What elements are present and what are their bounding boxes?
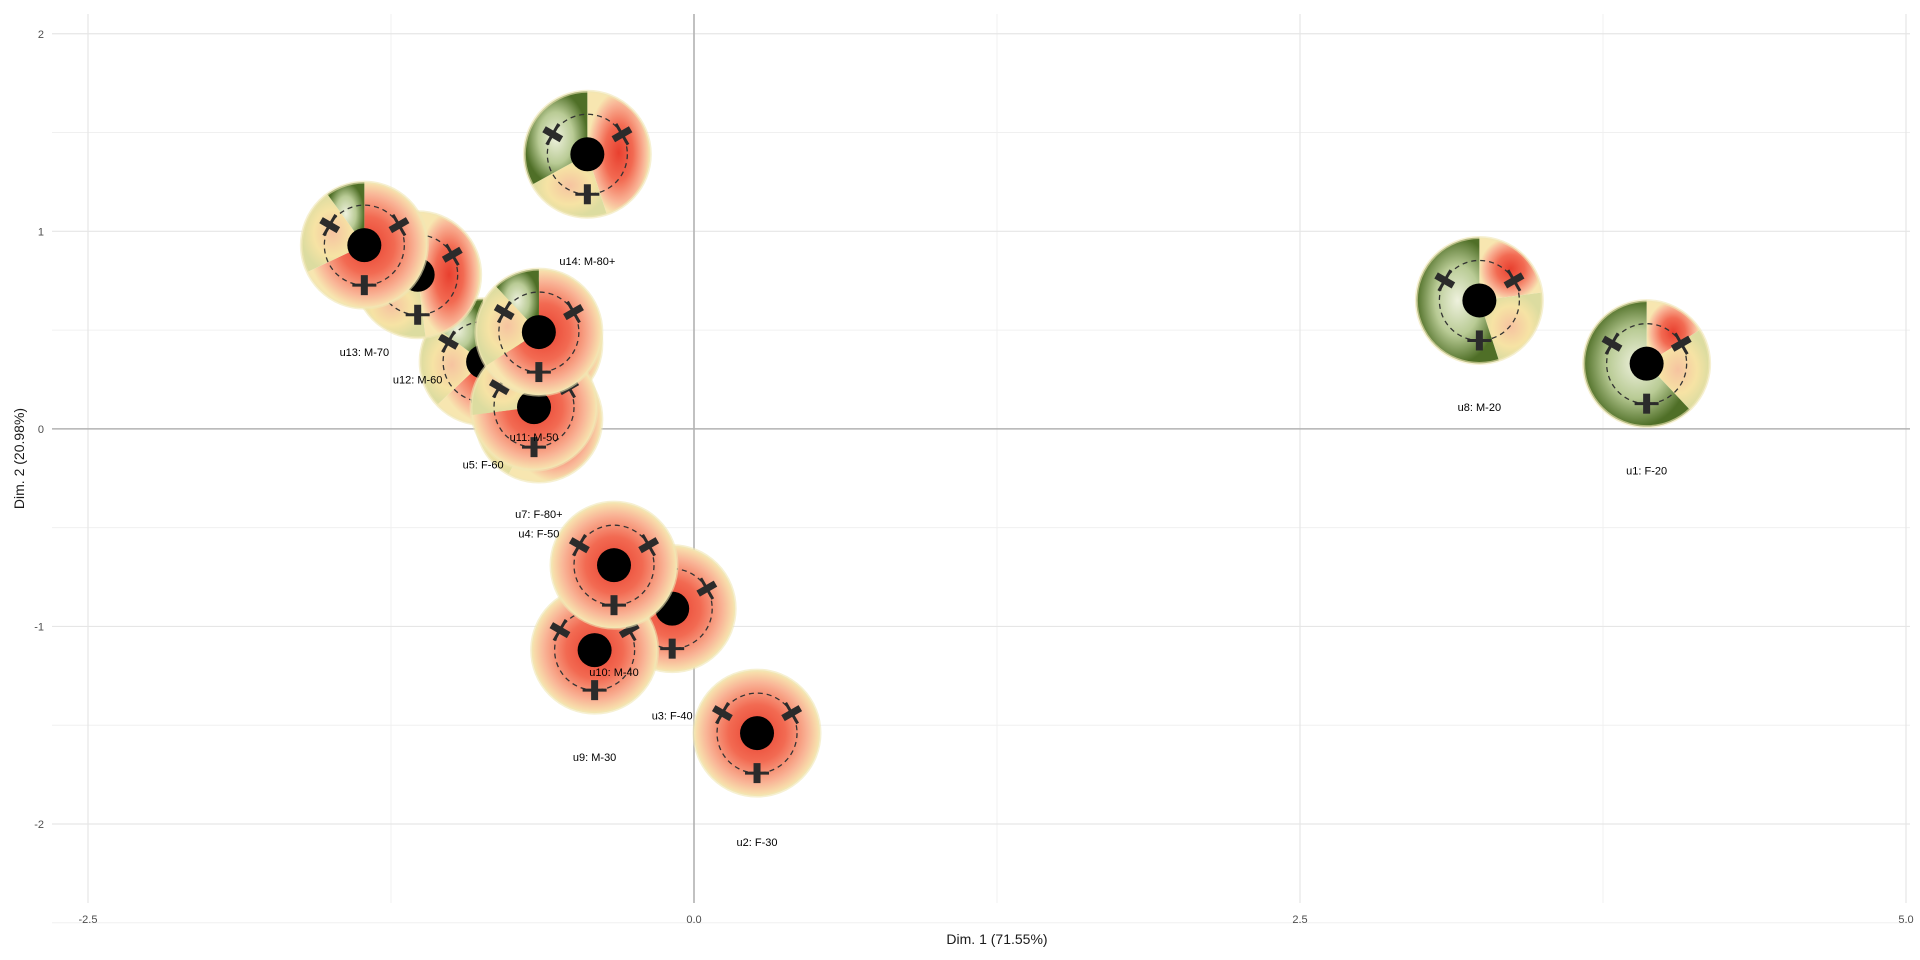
point-label: u4: F-50 — [518, 529, 559, 541]
glyph-bar — [441, 246, 463, 263]
glyph-bar — [1434, 272, 1456, 289]
glyph-green-sector — [495, 269, 539, 333]
point-label: u10: M-40 — [589, 667, 639, 679]
glyph-yellow-sector — [475, 286, 539, 366]
glyph-bar — [781, 705, 803, 722]
point-label: u1: F-20 — [1626, 465, 1667, 477]
glyph-dashed-ring — [573, 524, 655, 606]
glyph-bar — [549, 622, 571, 639]
glyph-yellow-sector — [1479, 292, 1543, 361]
point-glyph — [692, 668, 822, 798]
glyph-bar — [438, 333, 459, 350]
glyph-bar — [1503, 272, 1525, 289]
glyph-yellow-sector — [1646, 329, 1710, 410]
x-tick-label: 0.0 — [686, 914, 701, 926]
x-tick-label: 2.5 — [1292, 914, 1307, 926]
glyph-center — [577, 633, 612, 668]
glyph-dashed-ring — [553, 609, 636, 691]
y-tick-label: 0 — [38, 424, 44, 436]
y-tick-label: -2 — [34, 819, 44, 831]
point-label: u7: F-80+ — [515, 509, 562, 521]
glyph-bar — [696, 580, 718, 597]
glyph-red-sector — [1479, 237, 1542, 301]
glyph-yellow-sector — [420, 324, 484, 405]
glyph-dashed-ring — [1438, 259, 1521, 342]
point-glyph — [549, 500, 679, 630]
glyph-center — [1462, 283, 1497, 318]
glyph-red-sector — [417, 211, 481, 338]
glyph-rim — [1582, 299, 1712, 429]
y-axis-title: Dim. 2 (20.98%) — [11, 408, 27, 509]
point-label: u2: F-30 — [737, 837, 778, 849]
glyph-bar — [542, 126, 564, 143]
point-label: u14: M-80+ — [559, 256, 615, 268]
glyph-rim — [299, 180, 429, 310]
point-labels: u1: F-20 u2: F-30 u3: F-40 u4: F-50 u5: F-60… — [340, 256, 1668, 849]
point-label: u11: M-50 — [510, 432, 559, 444]
point-label: u12: M-60 — [393, 374, 443, 386]
glyph-center — [521, 315, 556, 350]
y-tick-label: 1 — [38, 226, 44, 238]
point-label: u8: M-20 — [1458, 402, 1501, 414]
glyph-rim — [549, 500, 679, 630]
glyph-dashed-ring — [716, 692, 798, 774]
glyph-center — [570, 137, 605, 172]
point-glyph — [474, 267, 604, 397]
point-glyph — [1414, 235, 1544, 365]
y-tick-label: -1 — [34, 621, 44, 633]
point-label: u13: M-70 — [340, 347, 390, 359]
glyph-dashed-ring — [1605, 323, 1688, 405]
markers — [299, 89, 1712, 798]
glyph-dashed-ring — [546, 113, 628, 195]
point-label: u9: M-30 — [573, 752, 616, 764]
glyph-bar — [488, 379, 510, 396]
glyph-bar — [618, 622, 640, 639]
glyph-rim — [1414, 235, 1544, 365]
glyph-bar — [568, 537, 590, 554]
glyph-green-sector — [327, 182, 365, 246]
glyph-yellow-sector — [301, 194, 365, 272]
x-tick-label: 5.0 — [1898, 914, 1913, 926]
glyph-rim — [522, 89, 652, 219]
point-glyph — [1582, 299, 1712, 429]
glyph-dashed-ring — [631, 567, 713, 650]
glyph-bar — [388, 217, 410, 234]
glyph-bar — [563, 304, 584, 321]
glyph-bar — [711, 705, 733, 722]
glyph-rim — [474, 267, 604, 397]
point-glyph — [299, 180, 429, 310]
glyph-dashed-ring — [493, 366, 575, 448]
y-tick-label: 2 — [38, 29, 44, 41]
axes: -2.5 0.0 2.5 5.0 -2 -1 0 1 2 — [34, 14, 1914, 926]
point-label: u5: F-60 — [463, 459, 504, 471]
grid — [52, 14, 1910, 924]
glyph-center — [597, 548, 632, 583]
glyph-bar — [638, 537, 660, 554]
glyph-bar — [611, 126, 633, 143]
glyph-dashed-ring — [377, 234, 459, 316]
point-label: u3: F-40 — [652, 710, 693, 722]
x-axis-title: Dim. 1 (71.55%) — [946, 931, 1047, 947]
point-glyph — [522, 89, 652, 219]
glyph-center — [517, 390, 552, 425]
glyph-bar — [319, 217, 341, 234]
glyph-center — [347, 228, 382, 263]
glyph-center — [740, 716, 775, 751]
glyph-rim — [692, 668, 822, 798]
glyph-bar — [493, 304, 515, 321]
glyph-bar — [1670, 335, 1692, 352]
glyph-red-sector — [587, 91, 651, 215]
glyph-center — [1629, 346, 1664, 381]
x-tick-label: -2.5 — [79, 914, 98, 926]
glyph-bar — [1601, 335, 1623, 352]
glyph-dashed-ring — [498, 291, 580, 373]
